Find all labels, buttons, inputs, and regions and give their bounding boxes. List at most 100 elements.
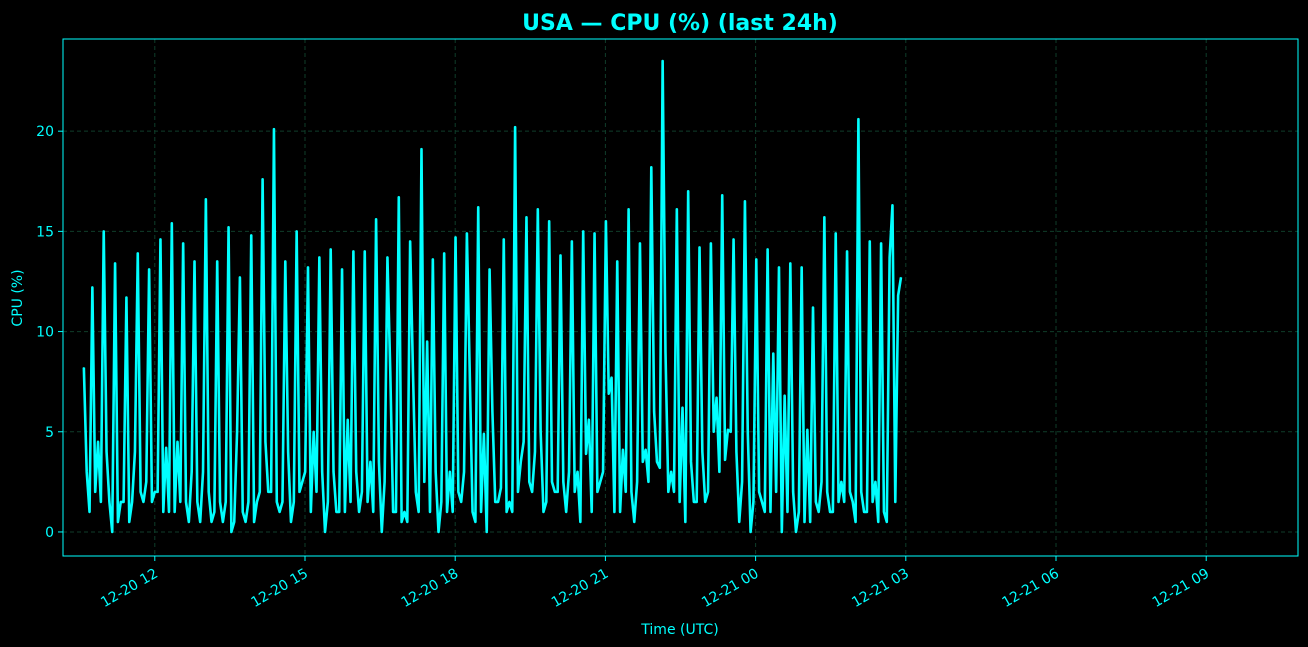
data-point (667, 491, 669, 493)
data-point (795, 531, 797, 533)
data-point (761, 501, 763, 503)
data-point (264, 441, 267, 443)
data-point (182, 242, 184, 244)
data-point (698, 246, 701, 248)
data-point (324, 531, 326, 533)
data-point (273, 128, 275, 130)
data-point (540, 431, 542, 433)
data-point (704, 501, 706, 503)
data-point (409, 240, 411, 242)
data-point (528, 481, 530, 483)
data-point (406, 521, 408, 523)
data-point (823, 216, 825, 218)
data-point (647, 481, 650, 483)
data-point (148, 268, 150, 271)
data-point (710, 242, 712, 244)
data-point (219, 501, 221, 503)
data-point (296, 230, 298, 232)
data-point (551, 481, 553, 483)
chart-title: USA — CPU (%) (last 24h) (522, 11, 838, 36)
data-point (179, 501, 181, 503)
data-point (789, 262, 791, 265)
y-tick-label: 20 (36, 124, 54, 140)
data-point (287, 451, 289, 453)
data-point (418, 511, 420, 513)
data-point (315, 491, 318, 493)
y-tick-label: 15 (36, 224, 54, 240)
data-point (874, 481, 877, 483)
data-point (327, 501, 329, 503)
data-point (457, 491, 459, 493)
data-point (366, 501, 369, 503)
data-point (503, 238, 505, 240)
data-point (86, 471, 88, 473)
data-point (701, 451, 703, 453)
data-point (548, 220, 550, 222)
data-point (199, 521, 201, 523)
data-point (517, 491, 519, 493)
data-point (216, 260, 218, 263)
y-tick-label: 5 (45, 425, 54, 441)
data-point (293, 501, 295, 503)
data-point (233, 521, 235, 523)
data-point (849, 491, 851, 493)
data-point (384, 481, 386, 483)
data-point (403, 511, 406, 513)
data-point (330, 248, 332, 251)
data-point (437, 531, 440, 533)
data-point (349, 501, 352, 503)
data-point (372, 511, 374, 513)
data-point (752, 501, 755, 503)
data-point (125, 296, 128, 299)
data-point (174, 511, 176, 513)
data-point (236, 431, 238, 433)
data-point (613, 511, 616, 513)
data-point (636, 481, 638, 483)
data-point (778, 266, 780, 269)
data-point (290, 521, 292, 523)
data-point (767, 248, 769, 251)
data-point (267, 491, 269, 493)
data-point (684, 521, 686, 523)
data-point (775, 491, 777, 493)
data-point (523, 441, 525, 443)
data-point (713, 431, 715, 433)
data-point (202, 471, 204, 473)
data-point (369, 461, 372, 463)
data-point (500, 487, 502, 489)
data-point (843, 501, 845, 503)
data-point (157, 491, 159, 493)
data-point (225, 501, 227, 503)
data-point (140, 491, 142, 493)
data-point (253, 521, 255, 523)
data-point (361, 491, 363, 493)
data-point (105, 451, 108, 453)
data-point (630, 491, 633, 493)
data-point (877, 521, 879, 523)
data-point (386, 256, 389, 259)
data-point (579, 521, 581, 523)
data-point (582, 230, 584, 232)
data-point (358, 511, 360, 513)
data-point (897, 294, 899, 297)
data-point (111, 531, 113, 533)
data-point (718, 471, 720, 473)
data-point (304, 471, 306, 473)
data-point (474, 521, 476, 523)
data-point (562, 481, 564, 483)
data-point (670, 471, 672, 473)
data-point (840, 481, 842, 483)
data-point (94, 491, 96, 493)
data-point (446, 511, 448, 513)
data-point (645, 449, 647, 451)
data-point (557, 491, 559, 493)
data-point (673, 491, 675, 493)
data-point (511, 511, 513, 513)
data-point (599, 481, 601, 483)
data-point (866, 511, 868, 513)
data-point (432, 258, 434, 261)
data-point (347, 419, 349, 421)
data-point (191, 471, 193, 473)
data-point (656, 461, 658, 463)
data-point (605, 220, 607, 222)
